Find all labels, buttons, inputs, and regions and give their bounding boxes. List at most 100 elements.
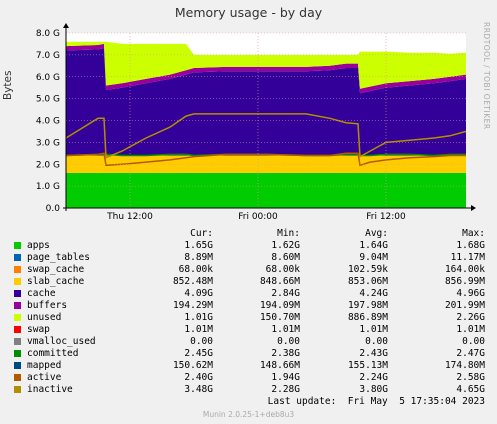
legend-swatch bbox=[14, 242, 21, 249]
legend-avg: 1.01M bbox=[359, 324, 388, 335]
legend-swatch bbox=[14, 362, 21, 369]
legend-min: 148.66M bbox=[259, 360, 300, 371]
legend-row: vmalloc_used 0.00 0.00 0.00 0.00 bbox=[0, 336, 497, 348]
legend-min: 2.84G bbox=[271, 288, 300, 299]
legend-avg: 197.98M bbox=[347, 300, 388, 311]
legend-max: 4.65G bbox=[456, 384, 485, 395]
legend-cur: 4.09G bbox=[184, 288, 213, 299]
chart-axes bbox=[63, 23, 476, 211]
legend-cur: 1.65G bbox=[184, 240, 213, 251]
legend-swatch bbox=[14, 386, 21, 393]
legend-min: 150.70M bbox=[259, 312, 300, 323]
legend-row: page_tables 8.89M 8.60M 9.04M 11.17M bbox=[0, 252, 497, 264]
legend-min: 0.00 bbox=[277, 336, 300, 347]
legend-name: swap_cache bbox=[27, 264, 85, 275]
legend-row: cache 4.09G 2.84G 4.24G 4.96G bbox=[0, 288, 497, 300]
legend-max: 856.99M bbox=[444, 276, 485, 287]
header-avg: Avg: bbox=[365, 228, 388, 239]
y-tick-label: 5.0 G bbox=[36, 95, 60, 105]
legend-cur: 8.89M bbox=[184, 252, 213, 263]
legend-swatch bbox=[14, 290, 21, 297]
legend-swatch bbox=[14, 254, 21, 261]
legend-cur: 1.01G bbox=[184, 312, 213, 323]
legend-min: 2.38G bbox=[271, 348, 300, 359]
legend-cur: 1.01M bbox=[184, 324, 213, 335]
legend-avg: 886.89M bbox=[347, 312, 388, 323]
line-inactive bbox=[65, 113, 467, 159]
legend-min: 1.94G bbox=[271, 372, 300, 383]
legend-min: 848.66M bbox=[259, 276, 300, 287]
legend-min: 2.28G bbox=[271, 384, 300, 395]
x-tick-label: Fri 12:00 bbox=[366, 212, 406, 222]
y-tick-label: 4.0 G bbox=[36, 117, 60, 127]
legend-cur: 194.29M bbox=[172, 300, 213, 311]
legend-avg: 102.59k bbox=[347, 264, 388, 275]
legend-swatch bbox=[14, 374, 21, 381]
y-tick-labels: 0.0 1.0 G 2.0 G 3.0 G 4.0 G 5.0 G 6.0 G 7.0 G 8.… bbox=[36, 29, 60, 214]
y-tick-label: 0.0 bbox=[46, 204, 61, 214]
legend-max: 201.99M bbox=[444, 300, 485, 311]
legend-min: 1.01M bbox=[271, 324, 300, 335]
legend-swatch bbox=[14, 266, 21, 273]
memory-chart: 0.0 1.0 G 2.0 G 3.0 G 4.0 G 5.0 G 6.0 G 7.0 G 8.… bbox=[36, 23, 476, 222]
area-unused bbox=[66, 41, 466, 89]
legend-min: 1.62G bbox=[271, 240, 300, 251]
y-axis-arrow bbox=[63, 23, 69, 28]
header-cur: Cur: bbox=[190, 228, 213, 239]
area-buffers bbox=[66, 43, 466, 94]
legend-row: unused 1.01G 150.70M 886.89M 2.26G bbox=[0, 312, 497, 324]
header-max: Max: bbox=[462, 228, 485, 239]
legend-cur: 150.62M bbox=[172, 360, 213, 371]
x-axis-arrow bbox=[471, 205, 476, 211]
legend-name: vmalloc_used bbox=[27, 336, 96, 347]
legend-max: 2.47G bbox=[456, 348, 485, 359]
x-tick-label: Fri 00:00 bbox=[238, 212, 278, 222]
legend-avg: 853.06M bbox=[347, 276, 388, 287]
legend-cur: 2.40G bbox=[184, 372, 213, 383]
legend-avg: 2.43G bbox=[359, 348, 388, 359]
legend-max: 4.96G bbox=[456, 288, 485, 299]
legend-name: cache bbox=[27, 288, 56, 299]
chart-lines bbox=[65, 113, 467, 167]
legend-swatch bbox=[14, 350, 21, 357]
legend-name: committed bbox=[27, 348, 79, 359]
legend-row: mapped 150.62M 148.66M 155.13M 174.80M bbox=[0, 360, 497, 372]
legend-max: 2.26G bbox=[456, 312, 485, 323]
legend-max: 2.58G bbox=[456, 372, 485, 383]
legend-cur: 852.48M bbox=[172, 276, 213, 287]
y-tick-label: 8.0 G bbox=[36, 29, 60, 39]
legend-row: apps 1.65G 1.62G 1.64G 1.68G bbox=[0, 240, 497, 252]
chart-areas bbox=[66, 41, 466, 208]
legend-row: slab_cache 852.48M 848.66M 853.06M 856.99M bbox=[0, 276, 497, 288]
legend-cur: 68.00k bbox=[178, 264, 213, 275]
legend-swatch bbox=[14, 338, 21, 345]
legend-name: active bbox=[27, 372, 62, 383]
y-tick-label: 6.0 G bbox=[36, 73, 60, 83]
legend-row: swap 1.01M 1.01M 1.01M 1.01M bbox=[0, 324, 497, 336]
legend-cur: 2.45G bbox=[184, 348, 213, 359]
legend-row: buffers 194.29M 194.09M 197.98M 201.99M bbox=[0, 300, 497, 312]
legend-swatch bbox=[14, 302, 21, 309]
y-tick-label: 3.0 G bbox=[36, 138, 60, 148]
legend-max: 0.00 bbox=[462, 336, 485, 347]
legend-avg: 1.64G bbox=[359, 240, 388, 251]
legend-avg: 0.00 bbox=[365, 336, 388, 347]
legend-row: active 2.40G 1.94G 2.24G 2.58G bbox=[0, 372, 497, 384]
y-axis-label: Bytes bbox=[2, 70, 14, 100]
legend-name: apps bbox=[27, 240, 50, 251]
legend-max: 11.17M bbox=[450, 252, 485, 263]
rrdtool-credit: RRDTOOL / TOBI OETIKER bbox=[482, 22, 491, 130]
legend-name: mapped bbox=[27, 360, 62, 371]
legend-swatch bbox=[14, 314, 21, 321]
legend-name: inactive bbox=[27, 384, 73, 395]
legend-header: Cur: Min: Avg: Max: bbox=[0, 228, 497, 240]
legend-avg: 3.80G bbox=[359, 384, 388, 395]
legend-cur: 3.48G bbox=[184, 384, 213, 395]
legend-row: inactive 3.48G 2.28G 3.80G 4.65G bbox=[0, 384, 497, 396]
legend-max: 164.00k bbox=[444, 264, 485, 275]
legend-row: swap_cache 68.00k 68.00k 102.59k 164.00k bbox=[0, 264, 497, 276]
legend-avg: 9.04M bbox=[359, 252, 388, 263]
legend-avg: 2.24G bbox=[359, 372, 388, 383]
legend-max: 1.01M bbox=[456, 324, 485, 335]
line-active bbox=[65, 152, 466, 167]
